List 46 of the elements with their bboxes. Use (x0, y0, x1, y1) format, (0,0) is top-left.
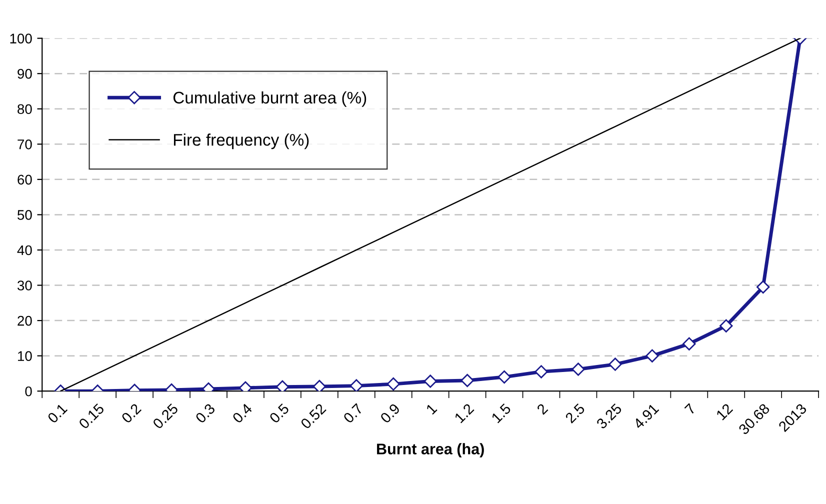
x-tick-label: 0.2 (120, 403, 142, 424)
x-tick-label: 0.1 (46, 402, 68, 424)
x-tick-label: 0.4 (232, 402, 253, 424)
point (498, 370, 511, 384)
point (312, 380, 326, 392)
y-tick-label: 0 (25, 386, 32, 396)
y-tick-label: 100 (10, 34, 32, 44)
x-tick-label: 0.7 (342, 403, 364, 424)
y-tick-label: 10 (18, 351, 32, 361)
y-tick-label: 60 (18, 174, 32, 185)
point (534, 365, 548, 378)
x-tick-label: 1.2 (454, 403, 474, 424)
x-tick-label: 4.91 (632, 402, 660, 430)
x-tick-label: 1 (426, 403, 438, 415)
point (460, 374, 474, 388)
y-tick-label: 90 (18, 68, 32, 79)
x-tick-label: 1.5 (491, 403, 512, 424)
legend-label: Fire frequency (%) (174, 134, 309, 150)
y-tick-label: 20 (18, 316, 32, 326)
y-tick-label: 70 (18, 139, 32, 150)
x-axis-title: Burnt area (ha) (377, 443, 484, 458)
point (720, 319, 733, 332)
point (276, 380, 290, 392)
y-tick-label: 50 (18, 210, 32, 220)
point (756, 280, 770, 294)
x-tick-label: 12 (716, 403, 734, 420)
point (572, 362, 585, 376)
y-tick-label: 80 (18, 104, 32, 114)
x-tick-label: 0.25 (152, 402, 179, 430)
x-tick-label: 0.9 (380, 402, 400, 424)
point (424, 374, 437, 388)
x-tick-label: 7 (684, 403, 696, 415)
legend-label: Cumulative burnt area (%) (173, 91, 366, 107)
y-tick-label: 30 (17, 280, 32, 290)
x-tick-label: 0.5 (268, 402, 290, 424)
x-tick-label: 0.3 (194, 402, 216, 424)
x-tick-label: 2.5 (564, 402, 586, 424)
y-tick-label: 40 (17, 245, 32, 256)
x-tick-label: 2 (536, 403, 548, 415)
x-tick-label: 0.52 (300, 403, 326, 430)
point (682, 337, 696, 350)
point (386, 377, 400, 391)
point (350, 379, 363, 392)
point (646, 349, 659, 362)
x-tick-label: 0.15 (78, 402, 105, 430)
point (608, 358, 622, 371)
